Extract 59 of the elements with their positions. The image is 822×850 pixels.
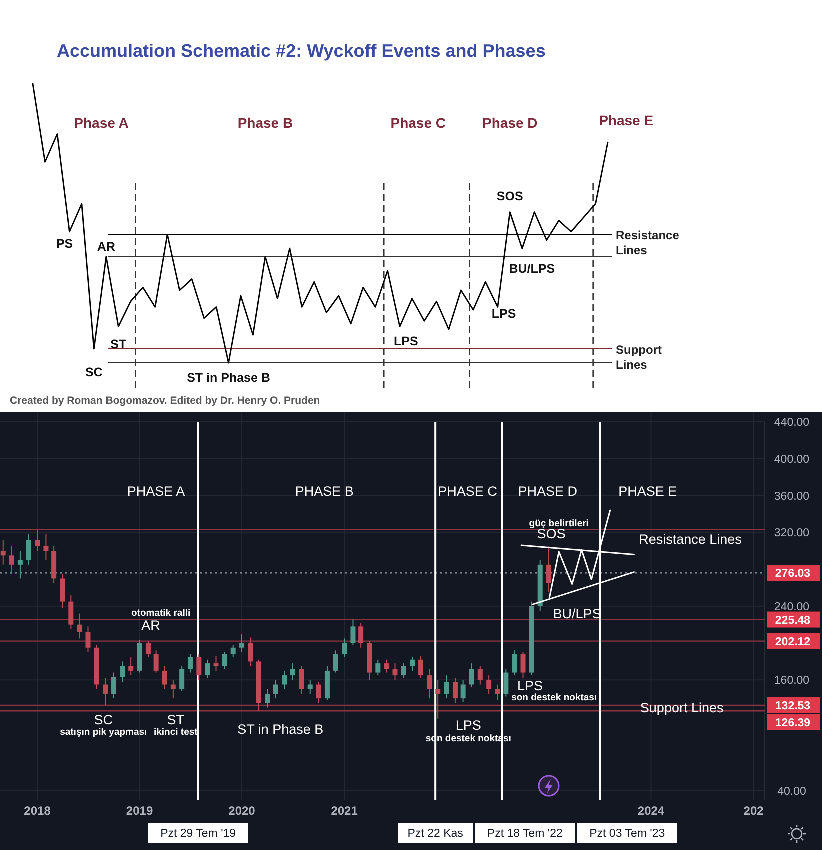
x-tick-label: 2019 — [126, 804, 154, 818]
y-tick-label: 40.00 — [778, 786, 806, 798]
annotation: güç belirtileri — [529, 518, 589, 530]
ref-line-label: 132.53 — [775, 700, 811, 712]
annotation: PS — [56, 237, 74, 252]
x-tick-label: 2018 — [24, 804, 52, 818]
ref-line-label: Pzt 03 Tem '23 — [590, 828, 666, 840]
annotation: BU/LPS — [509, 262, 556, 276]
annotation: Resistance Lines — [639, 532, 742, 548]
text: SC — [85, 365, 103, 380]
annotation: ST — [110, 337, 127, 352]
annotation: ST — [167, 712, 185, 728]
ref-line-label: 225.48 — [775, 614, 812, 627]
y-tick-label: 320.00 — [774, 528, 810, 540]
y-tick-label: 160.00 — [774, 675, 810, 688]
annotation: Phase A — [74, 115, 129, 132]
y-tick-label: 240.00 — [774, 601, 810, 614]
annotation: ikinci test — [154, 726, 199, 738]
annotation: LPS — [492, 306, 516, 321]
x-tick-label: 2020 — [228, 804, 256, 818]
annotation: LPS — [394, 334, 418, 349]
annotation: ST in Phase B — [238, 722, 324, 737]
ref-line-label: Pzt 22 Kas — [408, 828, 464, 840]
ref-line-label: Resistance Lines — [616, 228, 680, 258]
text: ST in Phase B — [187, 370, 270, 385]
y-tick-label: 400.00 — [774, 454, 810, 466]
annotation: son destek noktası — [512, 692, 598, 704]
y-tick-label: 360.00 — [774, 490, 810, 503]
x-tick-label: 2021 — [331, 804, 358, 818]
annotation: LPS — [456, 718, 482, 734]
annotation: otomatik ralli — [132, 608, 191, 619]
ref-line-label: 202.12 — [775, 636, 811, 648]
annotation: satışın pik yapması — [60, 726, 148, 738]
text: Created by Roman Bogomazov. Edited by Dr. Henry O. Pruden — [10, 395, 320, 407]
annotation: SOS — [496, 190, 524, 204]
ref-line-label: 276.03 — [775, 568, 811, 580]
annotation: PHASE D — [518, 484, 578, 500]
annotation: AR — [142, 618, 161, 633]
ref-line-label: Support Lines — [616, 343, 662, 372]
annotation: Support Lines — [640, 700, 724, 716]
annotation: LPS — [517, 678, 544, 694]
chart-title: Accumulation Schematic #2: Wyckoff Events and Phases — [57, 41, 546, 61]
annotation: AR — [97, 240, 116, 254]
y-tick-label: 440.00 — [774, 417, 810, 429]
x-tick-label: 202 — [744, 804, 764, 818]
annotation: Phase E — [599, 112, 654, 128]
annotation: Phase D — [482, 115, 538, 132]
ref-line-label: Pzt 29 Tem '19 — [160, 828, 236, 840]
annotation: BU/LPS — [553, 606, 602, 622]
annotation: PHASE C — [438, 484, 498, 500]
annotation: Phase B — [238, 115, 294, 132]
annotation: PHASE A — [127, 484, 186, 500]
annotation: SC — [94, 712, 114, 728]
annotation: Phase C — [390, 115, 446, 132]
ref-line-label: Pzt 18 Tem '22 — [487, 828, 563, 840]
x-tick-label: 2024 — [638, 804, 665, 818]
ref-line-label: 126.39 — [775, 717, 811, 730]
annotation: PHASE E — [618, 484, 678, 500]
annotation: PHASE B — [295, 484, 354, 500]
